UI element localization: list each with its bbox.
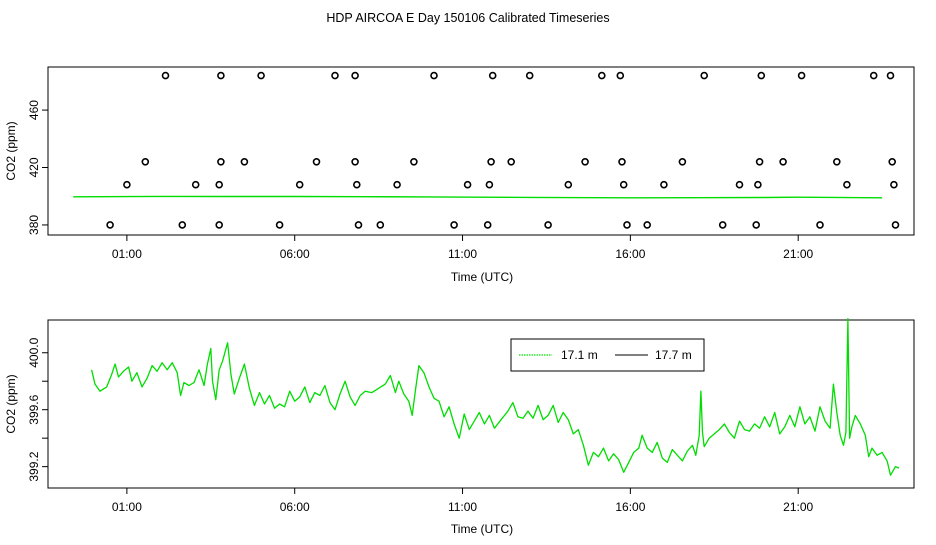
top-y-tick-label: 380 xyxy=(27,215,41,235)
top-marker-point xyxy=(450,221,458,229)
legend-label-17-7m: 17.7 m xyxy=(655,348,692,362)
top-marker-point xyxy=(564,180,573,189)
top-marker-point xyxy=(106,221,114,229)
top-marker-point xyxy=(376,221,385,229)
top-plot-frame xyxy=(47,66,915,236)
bottom-x-axis-label: Time (UTC) xyxy=(451,522,513,536)
top-marker-point xyxy=(890,180,898,189)
legend-box xyxy=(510,338,705,372)
top-marker-point xyxy=(735,180,744,189)
top-x-axis-label: Time (UTC) xyxy=(451,270,513,284)
top-marker-point xyxy=(312,158,321,166)
top-marker-point xyxy=(754,180,762,189)
top-marker-point xyxy=(832,158,841,166)
top-marker-point xyxy=(217,158,225,166)
top-axes: 01:00 06:00 11:00 16:00 21:00 380 420 460 xyxy=(27,100,814,261)
top-marker-point xyxy=(240,158,249,166)
top-marker-point xyxy=(718,221,727,229)
top-marker-point xyxy=(752,221,761,229)
top-marker-point xyxy=(410,158,418,166)
top-markers xyxy=(106,71,900,229)
bottom-x-tick-label: 01:00 xyxy=(112,500,142,514)
top-x-tick-label: 01:00 xyxy=(112,247,142,261)
top-marker-point xyxy=(888,158,897,166)
legend-label-17-1m: 17.1 m xyxy=(561,348,598,362)
bottom-panel: 01:00 06:00 11:00 16:00 21:00 399.2 399.6 400.0… xyxy=(4,317,915,536)
top-marker-point xyxy=(507,158,516,166)
top-x-tick-label: 16:00 xyxy=(615,247,645,261)
bottom-series-line xyxy=(90,317,900,476)
top-marker-point xyxy=(295,180,304,189)
top-marker-point xyxy=(217,71,225,80)
bottom-series xyxy=(90,317,900,476)
top-marker-point xyxy=(351,71,359,80)
top-marker-point xyxy=(797,71,806,80)
bottom-plot-frame xyxy=(47,319,915,489)
top-marker-point xyxy=(816,221,824,229)
top-marker-point xyxy=(352,180,361,189)
bottom-x-tick-label: 21:00 xyxy=(783,500,813,514)
top-marker-point xyxy=(779,158,787,166)
bottom-y-axis-label: CO2 (ppm) xyxy=(4,374,18,433)
bottom-axes: 01:00 06:00 11:00 16:00 21:00 399.2 399.6 400.0 xyxy=(27,337,814,514)
top-x-tick-label: 21:00 xyxy=(783,247,813,261)
bottom-y-tick-label: 399.2 xyxy=(27,451,41,481)
top-marker-point xyxy=(700,71,709,80)
top-marker-point xyxy=(257,71,265,80)
top-marker-point xyxy=(678,158,687,166)
top-marker-point xyxy=(886,71,895,80)
top-marker-point xyxy=(463,180,472,189)
page-title: HDP AIRCOA E Day 150106 Calibrated Times… xyxy=(326,11,609,25)
top-y-tick-label: 460 xyxy=(27,100,41,120)
top-y-tick-label: 420 xyxy=(27,157,41,177)
top-marker-point xyxy=(215,221,223,229)
top-marker-point xyxy=(141,158,150,166)
top-marker-point xyxy=(660,180,668,189)
top-marker-point xyxy=(351,158,359,166)
top-marker-point xyxy=(525,71,534,80)
bottom-x-tick-label: 16:00 xyxy=(615,500,645,514)
top-marker-point xyxy=(485,180,494,189)
top-marker-point xyxy=(354,221,363,229)
bottom-y-tick-label: 400.0 xyxy=(27,337,41,367)
top-green-series-line xyxy=(73,195,883,199)
top-marker-point xyxy=(191,180,200,189)
top-x-tick-label: 11:00 xyxy=(448,247,477,261)
top-marker-point xyxy=(618,158,626,166)
top-marker-point xyxy=(487,158,495,166)
top-marker-point xyxy=(430,71,438,80)
top-marker-point xyxy=(869,71,878,80)
top-green-line xyxy=(73,195,883,199)
top-marker-point xyxy=(215,180,223,189)
top-marker-point xyxy=(643,221,652,229)
top-marker-point xyxy=(544,221,552,229)
top-marker-point xyxy=(161,71,170,80)
top-marker-point xyxy=(581,158,589,166)
top-marker-point xyxy=(891,221,900,229)
top-marker-point xyxy=(123,180,131,189)
top-marker-point xyxy=(757,71,766,80)
top-marker-point xyxy=(275,221,284,229)
top-marker-point xyxy=(178,221,187,229)
top-marker-point xyxy=(483,221,492,229)
top-marker-point xyxy=(843,180,851,189)
top-x-tick-label: 06:00 xyxy=(280,247,310,261)
top-marker-point xyxy=(616,71,625,80)
top-marker-point xyxy=(488,71,497,80)
top-marker-point xyxy=(331,71,339,80)
top-marker-point xyxy=(597,71,606,80)
top-marker-point xyxy=(623,221,631,229)
top-panel: 01:00 06:00 11:00 16:00 21:00 380 420 460 Time … xyxy=(4,66,915,284)
legend: 17.1 m 17.7 m xyxy=(510,338,705,372)
top-marker-point xyxy=(393,180,401,189)
top-marker-point xyxy=(619,180,628,189)
top-marker-point xyxy=(755,158,764,166)
top-y-axis-label: CO2 (ppm) xyxy=(4,121,18,180)
bottom-y-tick-label: 399.6 xyxy=(27,394,41,424)
bottom-x-tick-label: 06:00 xyxy=(280,500,310,514)
bottom-x-tick-label: 11:00 xyxy=(448,500,477,514)
